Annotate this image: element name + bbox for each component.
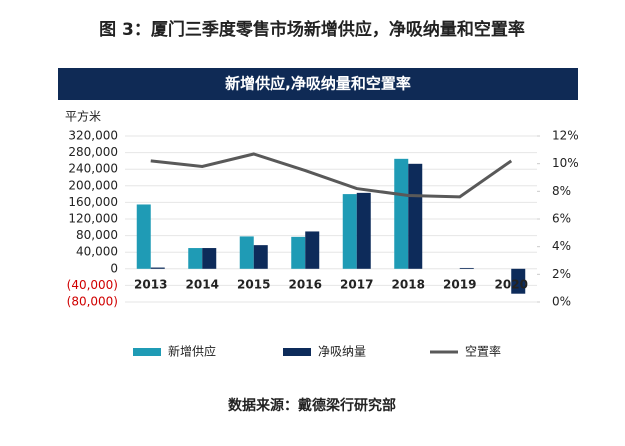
bar xyxy=(150,267,165,269)
y-tick-label: 40,000 xyxy=(76,245,118,259)
bar xyxy=(253,245,268,269)
x-tick-label: 2020 xyxy=(495,278,528,292)
x-tick-label: 2015 xyxy=(237,278,270,292)
y-tick-label: 240,000 xyxy=(68,162,118,176)
bar xyxy=(459,267,474,269)
y-tick-label: (80,000) xyxy=(67,295,118,309)
bar xyxy=(136,204,151,269)
legend-label: 空置率 xyxy=(465,344,501,359)
y2-tick-label: 12% xyxy=(552,129,579,143)
x-tick-label: 2016 xyxy=(289,278,322,292)
source: 数据来源：戴德梁行研究部 xyxy=(228,397,396,414)
x-tick-label: 2017 xyxy=(340,278,373,292)
line xyxy=(150,152,513,199)
legend-swatch xyxy=(133,348,161,356)
x-tick-label: 2014 xyxy=(186,278,219,292)
bar xyxy=(305,231,320,269)
bar xyxy=(408,163,423,269)
bar xyxy=(239,236,254,269)
y-tick-label: 160,000 xyxy=(68,195,118,209)
y-tick-label: 80,000 xyxy=(76,228,118,242)
x-tick-label: 2018 xyxy=(392,278,425,292)
chart-title: 新增供应,净吸纳量和空置率 xyxy=(225,75,411,93)
bar xyxy=(394,158,409,269)
y-tick-label: (40,000) xyxy=(67,278,118,292)
bar xyxy=(188,248,203,269)
y2-tick-label: 6% xyxy=(552,212,571,226)
y-tick-label: 200,000 xyxy=(68,178,118,192)
x-tick-label: 2019 xyxy=(443,278,476,292)
bar xyxy=(356,192,371,269)
legend-label: 新增供应 xyxy=(168,344,216,359)
banner xyxy=(58,68,578,100)
bar xyxy=(202,248,217,269)
y2-tick-label: 8% xyxy=(552,184,571,198)
y-tick-label: 320,000 xyxy=(68,129,118,143)
bar xyxy=(291,236,306,269)
legend-label: 净吸纳量 xyxy=(318,345,366,359)
y-tick-label: 120,000 xyxy=(68,212,118,226)
bar xyxy=(511,268,526,294)
y2-tick-label: 0% xyxy=(552,295,571,309)
legend-swatch xyxy=(283,348,311,356)
figure-title: 图 3：厦门三季度零售市场新增供应，净吸纳量和空置率 xyxy=(99,19,525,40)
y2-tick-label: 4% xyxy=(552,239,571,253)
bar xyxy=(342,194,357,269)
y2-tick-label: 2% xyxy=(552,267,571,281)
y-tick-label: 0 xyxy=(110,261,118,275)
y2-tick-label: 10% xyxy=(552,156,579,170)
x-tick-label: 2013 xyxy=(134,278,167,292)
y-tick-label: 280,000 xyxy=(68,145,118,159)
y-axis-label: 平方米 xyxy=(65,109,101,124)
